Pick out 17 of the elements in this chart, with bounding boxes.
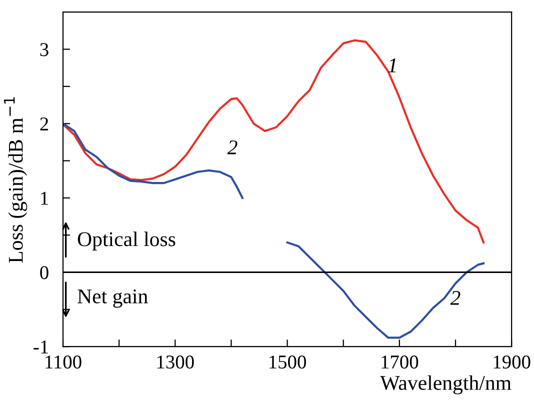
y-tick-label: -1 xyxy=(34,340,48,354)
x-tick-label: 1900 xyxy=(494,355,530,369)
y-tick-label: 3 xyxy=(40,43,48,56)
annotation: 2 xyxy=(450,290,460,305)
y-tick-label: 0 xyxy=(40,266,48,280)
y-tick-label: 1 xyxy=(41,192,48,205)
x-tick-label: 1700 xyxy=(382,355,418,369)
x-axis-title: Wavelength/nm xyxy=(380,375,512,394)
annotation: 1 xyxy=(388,58,396,72)
y-axis-title: Loss (gain)/dB m$^{−1}$ xyxy=(4,97,28,263)
annotation: Optical loss xyxy=(78,232,176,250)
x-tick-label: 1100 xyxy=(46,355,82,369)
annotation: Net gain xyxy=(78,289,148,308)
x-tick-label: 1300 xyxy=(157,355,194,369)
y-tick-label: 2 xyxy=(40,117,48,130)
x-tick-label: 1500 xyxy=(270,355,306,369)
annotation: 2 xyxy=(227,140,238,154)
